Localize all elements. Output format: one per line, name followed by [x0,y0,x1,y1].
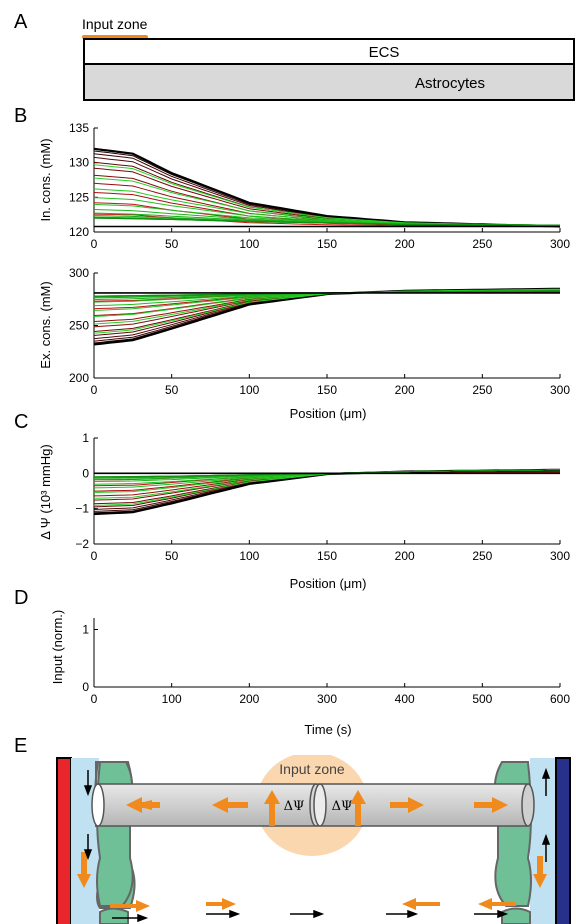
flow-arrows-intracellular [77,790,547,912]
arrow-left-3 [212,797,248,813]
b-top-xtick-label: 50 [165,237,179,251]
arrow-up-right [350,790,366,826]
d-ytick-label: 0 [82,680,89,694]
vessel-right [555,757,571,924]
panel-a: Input zone ECS Astrocytes [82,16,575,101]
panel-label-a: A [14,11,28,33]
panel-e-schematic: Input zone ΔΨ ΔΨ [56,755,571,924]
input-zone-label-a: Input zone [82,16,148,32]
xlabel-d: Time (s) [304,722,351,737]
delta-psi-right: ΔΨ [332,799,353,814]
astrocytes-rect [83,63,575,101]
c-xtick-label: 150 [317,549,337,563]
c-ytick-label: −2 [75,537,89,551]
b-bottom-ytick-label: 300 [69,266,89,280]
ecs-right [530,758,556,924]
plot-intracellular-concentration: 0 50 100 150 200 250 300 120 125 130 135 [69,121,570,251]
cylinder-end-right [521,783,535,827]
xlabel-c: Position (μm) [290,576,367,591]
input-zone-label-e: Input zone [279,761,345,777]
c-xtick-label: 200 [395,549,415,563]
astrocytes-label: Astrocytes [415,75,485,92]
arrow-right-1 [390,797,424,813]
b-bottom-xtick-label: 300 [550,383,570,397]
ecs-rect [83,38,575,65]
plot-extracellular-concentration: 0 50 100 150 200 250 300 200 250 300 [69,266,570,397]
delta-psi-left: ΔΨ [284,799,305,814]
c-xtick-label: 100 [239,549,259,563]
arrow-ecs-left-2 [478,898,516,910]
d-xtick-label: 200 [239,692,259,706]
d-ytick-label: 1 [82,623,89,637]
cylinder-gap-right [313,783,327,827]
cylinder-end-left [91,783,105,827]
d-xtick-label: 100 [162,692,182,706]
plot-delta-psi: 0 50 100 150 200 250 300 −2 −1 0 1 [75,431,570,563]
endfoot-right-lower [501,907,531,924]
b-top-xtick-label: 0 [91,237,98,251]
b-top-green-series-line [93,217,561,226]
arrow-ecs-right-2 [206,898,236,910]
panel-label-e: E [14,735,27,757]
c-xtick-label: 300 [550,549,570,563]
b-top-ytick-label: 125 [69,190,89,204]
arrow-right-2 [474,797,508,813]
b-bottom-xtick-label: 100 [239,383,259,397]
b-bottom-xtick-label: 0 [91,383,98,397]
b-bottom-ytick-label: 250 [69,319,89,333]
c-ytick-label: 1 [82,431,89,445]
b-top-red-series-line [93,147,561,228]
b-top-xtick-label: 150 [317,237,337,251]
d-xtick-label: 300 [317,692,337,706]
c-xtick-label: 250 [472,549,492,563]
d-xtick-label: 400 [395,692,415,706]
arrow-ecs-left-1 [402,898,440,910]
panel-label-d: D [14,587,28,609]
b-bottom-xtick-label: 200 [395,383,415,397]
arrow-down-right-ecs [533,856,547,888]
ylabel-d: Input (norm.) [50,610,65,684]
c-xtick-label: 0 [91,549,98,563]
panel-label-b: B [14,105,27,127]
arrow-down-left-ecs [77,852,91,888]
b-bottom-xtick-label: 50 [165,383,179,397]
b-top-xtick-label: 200 [395,237,415,251]
b-top-ytick-label: 120 [69,225,89,239]
d-xtick-label: 0 [91,692,98,706]
b-top-red-series-line [93,148,561,227]
b-top-xtick-label: 100 [239,237,259,251]
b-top-ytick-label: 135 [69,121,89,135]
arrow-left-2 [126,797,160,813]
arrow-up-left [264,790,280,826]
flow-arrows-black [83,767,551,923]
ylabel-b-top: In. cons. (mM) [38,138,53,221]
arrow-ecs-right-1 [110,900,150,912]
b-top-xtick-label: 250 [472,237,492,251]
d-xtick-label: 500 [472,692,492,706]
xlabel-b-bottom: Position (μm) [290,406,367,421]
b-bottom-xtick-label: 250 [472,383,492,397]
b-bottom-xtick-label: 150 [317,383,337,397]
b-bottom-ytick-label: 200 [69,371,89,385]
b-top-xtick-label: 300 [550,237,570,251]
c-xtick-label: 50 [165,549,179,563]
endfoot-left-lower [99,907,129,924]
ylabel-b-bottom: Ex. cons. (mM) [38,281,53,368]
b-top-ytick-label: 130 [69,156,89,170]
b-bottom-red-series-line [93,287,561,346]
ylabel-c: Δ Ψ (10³ mmHg) [38,444,53,539]
c-red-series-line [93,470,561,501]
c-ytick-label: −1 [75,502,89,516]
panel-label-c: C [14,411,28,433]
c-ytick-label: 0 [82,466,89,480]
ecs-label: ECS [369,44,400,61]
vessel-left [56,757,72,924]
plot-input-timecourse: 0 100 200 300 400 500 600 0 1 [82,618,570,706]
d-xtick-label: 600 [550,692,570,706]
